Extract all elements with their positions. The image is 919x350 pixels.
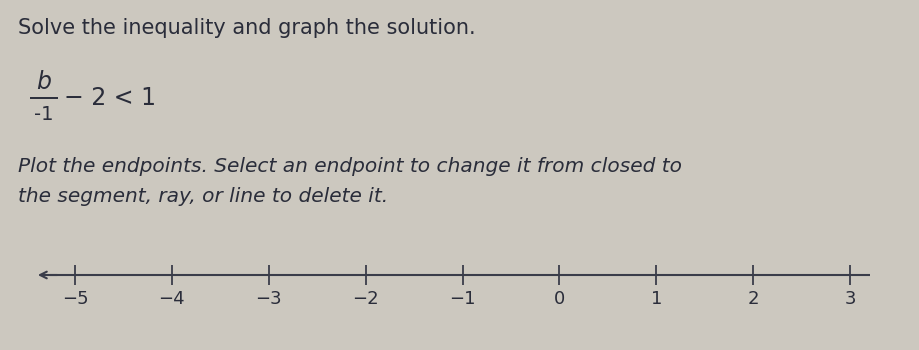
- Text: Solve the inequality and graph the solution.: Solve the inequality and graph the solut…: [18, 18, 476, 38]
- Text: -1: -1: [34, 105, 53, 124]
- Text: −5: −5: [62, 290, 88, 308]
- Text: 0: 0: [554, 290, 565, 308]
- Text: 1: 1: [651, 290, 662, 308]
- Text: −3: −3: [255, 290, 282, 308]
- Text: 2: 2: [747, 290, 759, 308]
- Text: b: b: [37, 70, 51, 94]
- Text: −1: −1: [449, 290, 476, 308]
- Text: −4: −4: [159, 290, 186, 308]
- Text: the segment, ray, or line to delete it.: the segment, ray, or line to delete it.: [18, 187, 388, 206]
- Text: 3: 3: [845, 290, 856, 308]
- Text: −2: −2: [352, 290, 379, 308]
- Text: − 2 < 1: − 2 < 1: [64, 86, 156, 110]
- Text: Plot the endpoints. Select an endpoint to change it from closed to: Plot the endpoints. Select an endpoint t…: [18, 157, 682, 176]
